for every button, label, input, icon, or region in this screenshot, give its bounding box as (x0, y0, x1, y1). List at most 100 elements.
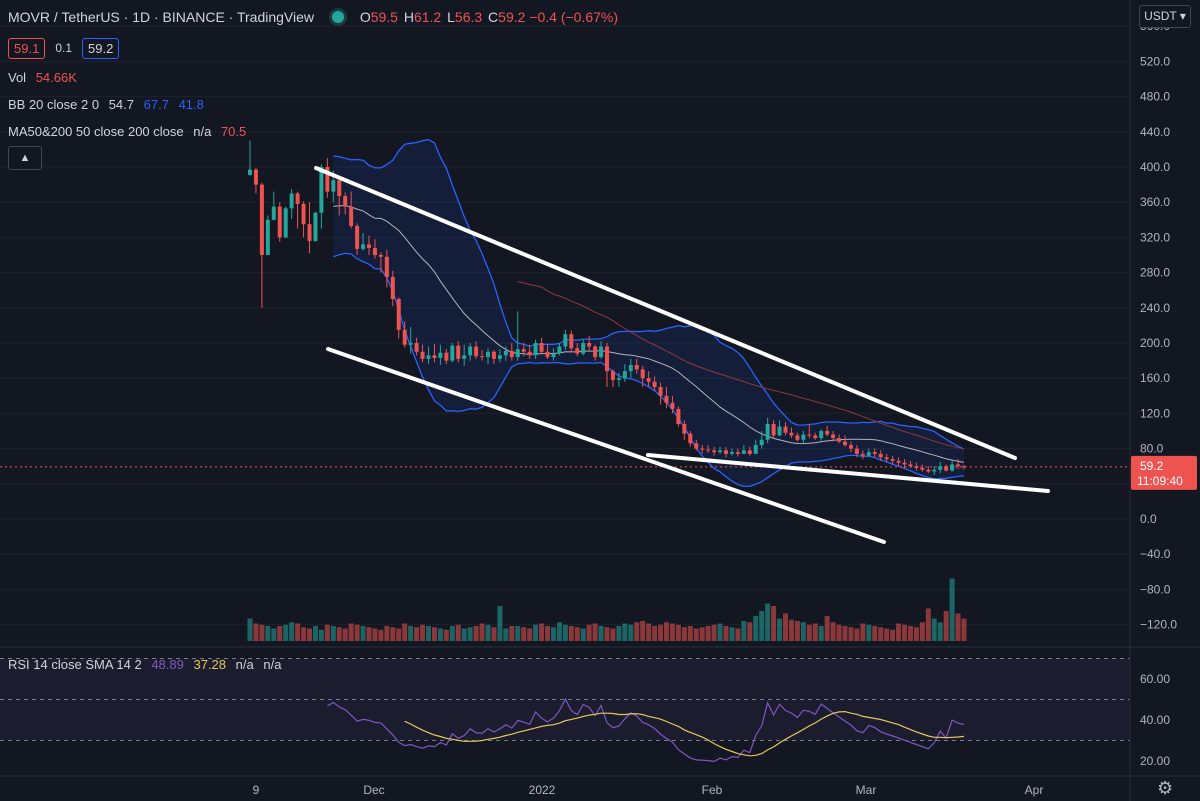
volume-bar (675, 624, 681, 641)
candle-body (896, 460, 901, 463)
volume-bar (598, 626, 604, 641)
volume-bar (866, 624, 872, 641)
volume-bar (711, 624, 717, 641)
volume-bar (652, 626, 658, 641)
candle-body (432, 355, 437, 358)
time-axis: 9 Dec 2022 Feb Mar Apr (0, 775, 1200, 797)
volume-bar (759, 611, 765, 641)
price-tick-label: −80.0 (1140, 582, 1171, 596)
sell-button[interactable]: 59.1 (8, 37, 46, 59)
candle-body (872, 452, 877, 454)
price-tick-label: 240.0 (1140, 301, 1170, 315)
ma-legend[interactable]: MA50&200 50 close 200 close n/a 70.5 (8, 124, 246, 139)
candle-body (902, 462, 907, 465)
volume-bar (925, 608, 931, 641)
volume-legend[interactable]: Vol 54.66K (8, 70, 77, 85)
volume-bar (473, 626, 479, 641)
time-tick-label: 2022 (529, 783, 556, 797)
candle-body (289, 193, 294, 209)
candle-body (783, 426, 788, 433)
symbol-title[interactable]: MOVR / TetherUS · 1D · BINANCE · Trading… (8, 9, 315, 25)
candle-body (908, 464, 913, 467)
price-grid (0, 25, 1130, 626)
candle-body (854, 448, 859, 454)
candle-body (795, 435, 800, 440)
chevron-up-icon: ▲ (19, 152, 31, 164)
volume-bar (324, 624, 330, 641)
volume-bar (521, 627, 527, 641)
volume-bar (777, 618, 783, 641)
gear-icon[interactable]: ⚙ (1157, 778, 1174, 798)
candle-body (884, 457, 889, 460)
bb-upper-line (333, 138, 965, 450)
volume-bar (426, 626, 431, 641)
candle-body (355, 225, 360, 249)
candle-body (337, 180, 342, 197)
candle-body (640, 369, 645, 379)
rsi-line (327, 697, 965, 763)
candle-body (599, 346, 604, 358)
volume-bar (556, 622, 562, 641)
volume-bar (420, 624, 426, 641)
volume-bar (747, 622, 753, 641)
candle-body (825, 431, 830, 435)
candle-body (259, 184, 264, 255)
candle-body (480, 356, 485, 358)
volume-bar (366, 627, 372, 641)
currency-select[interactable]: USDT ▾ (1139, 5, 1191, 28)
candle-body (706, 449, 711, 451)
volume-bar (461, 628, 467, 641)
ma-name: MA50&200 50 close 200 close (8, 124, 184, 139)
candle-body (622, 371, 627, 379)
buy-button[interactable]: 59.2 (82, 37, 120, 59)
volume-bar (890, 629, 896, 641)
bb-legend[interactable]: BB 20 close 2 0 54.7 67.7 41.8 (8, 97, 204, 112)
volume-bar (479, 623, 485, 641)
candle-body (533, 343, 538, 356)
time-tick-label: Dec (363, 783, 384, 797)
volume-bar (836, 624, 842, 641)
rsi-pane: 60.00 40.00 20.00 (0, 646, 1200, 768)
candle-body (944, 466, 949, 471)
volume-bar (729, 627, 735, 641)
candle-body (718, 450, 723, 453)
volume-bar (586, 624, 592, 641)
candlesticks (248, 140, 966, 475)
candle-body (932, 469, 937, 472)
low-label: L (447, 9, 455, 25)
candle-body (807, 434, 812, 436)
candle-body (664, 395, 669, 403)
market-status-icon[interactable] (331, 11, 344, 23)
volume-bar (562, 624, 568, 641)
price-tick-label: 520.0 (1140, 54, 1170, 68)
rsi-na-1: n/a (235, 657, 254, 672)
volume-bar (301, 627, 307, 641)
volume-bar (283, 624, 289, 641)
volume-bar (568, 626, 574, 641)
volume-bar (372, 628, 378, 641)
volume-bar (384, 626, 390, 641)
volume-bar (253, 623, 259, 641)
volume-bar (771, 606, 777, 641)
candle-body (700, 448, 705, 450)
candle-body (545, 351, 550, 358)
price-tick-label: 480.0 (1140, 90, 1170, 104)
rsi-sma-value: 37.28 (193, 657, 227, 672)
candle-body (831, 434, 836, 439)
candle-body (694, 443, 699, 449)
volume-bar (312, 626, 318, 641)
volume-bar (735, 628, 741, 641)
candle-body (837, 438, 842, 442)
volume-bar (949, 578, 955, 641)
close-value: 59.2 (498, 9, 526, 25)
rsi-legend[interactable]: RSI 14 close SMA 14 2 48.89 37.28 n/a n/… (8, 657, 281, 672)
candle-body (497, 355, 502, 359)
candle-body (509, 350, 514, 358)
volume-bar (604, 627, 610, 641)
volume-bar (937, 622, 943, 641)
collapse-legend-button[interactable]: ▲ (8, 146, 42, 170)
candle-body (539, 343, 544, 352)
time-tick-label: Apr (1025, 783, 1044, 797)
candle-body (450, 345, 455, 361)
